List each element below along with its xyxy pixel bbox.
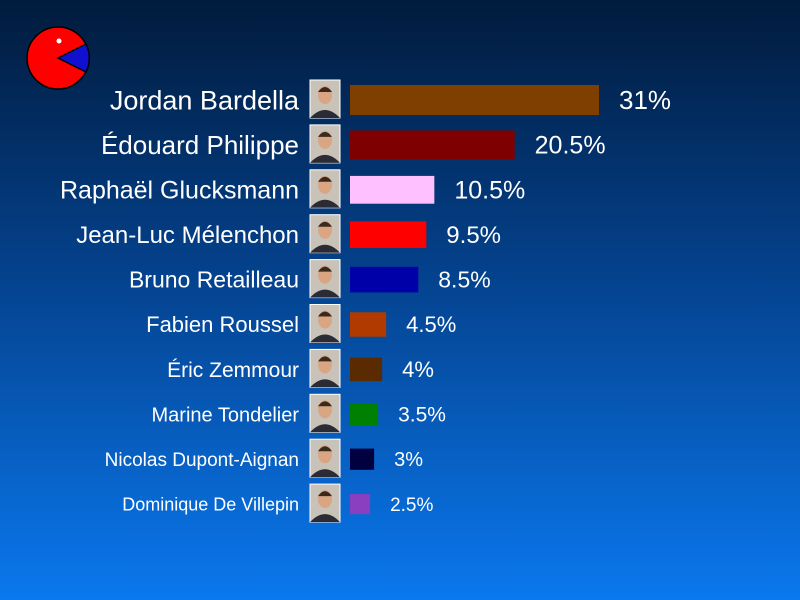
value-label: 2.5%	[390, 495, 433, 516]
candidate-photo	[309, 348, 341, 388]
value-label: 31%	[619, 85, 671, 115]
candidate-photo	[309, 169, 341, 209]
candidate-name: Édouard Philippe	[101, 130, 299, 160]
value-label: 4%	[402, 357, 434, 382]
bar	[350, 221, 427, 249]
candidate-name: Marine Tondelier	[152, 404, 300, 426]
bar	[350, 357, 383, 382]
candidate-name: Jordan Bardella	[110, 85, 300, 115]
candidate-photo	[309, 438, 341, 478]
candidate-name: Nicolas Dupont-Aignan	[105, 450, 299, 471]
bar	[350, 266, 419, 293]
candidate-photo	[309, 124, 341, 164]
candidate-name: Jean-Luc Mélenchon	[76, 222, 299, 249]
value-label: 4.5%	[406, 312, 456, 337]
bar	[350, 85, 599, 115]
value-label: 8.5%	[438, 267, 490, 293]
value-label: 10.5%	[454, 177, 525, 205]
bar	[350, 403, 379, 426]
value-label: 3.5%	[398, 404, 446, 427]
candidate-photo	[309, 214, 341, 254]
value-label: 20.5%	[535, 132, 606, 160]
candidate-name: Bruno Retailleau	[129, 267, 299, 293]
bar	[350, 312, 387, 337]
candidate-name: Éric Zemmour	[167, 359, 299, 382]
bar	[350, 494, 371, 515]
pie-pacman-logo-icon	[26, 26, 91, 90]
candidate-photo	[309, 483, 341, 523]
candidate-photo	[309, 304, 341, 343]
candidate-photo	[309, 79, 341, 119]
candidate-photo	[309, 393, 341, 433]
value-label: 9.5%	[446, 222, 501, 249]
candidate-name: Raphaël Glucksmann	[60, 177, 299, 205]
value-label: 3%	[394, 449, 423, 471]
bar	[350, 130, 515, 160]
bar	[350, 448, 375, 470]
candidate-photo	[309, 259, 341, 299]
candidate-name: Fabien Roussel	[146, 312, 299, 337]
bar	[350, 175, 435, 204]
candidate-name: Dominique De Villepin	[122, 494, 299, 514]
